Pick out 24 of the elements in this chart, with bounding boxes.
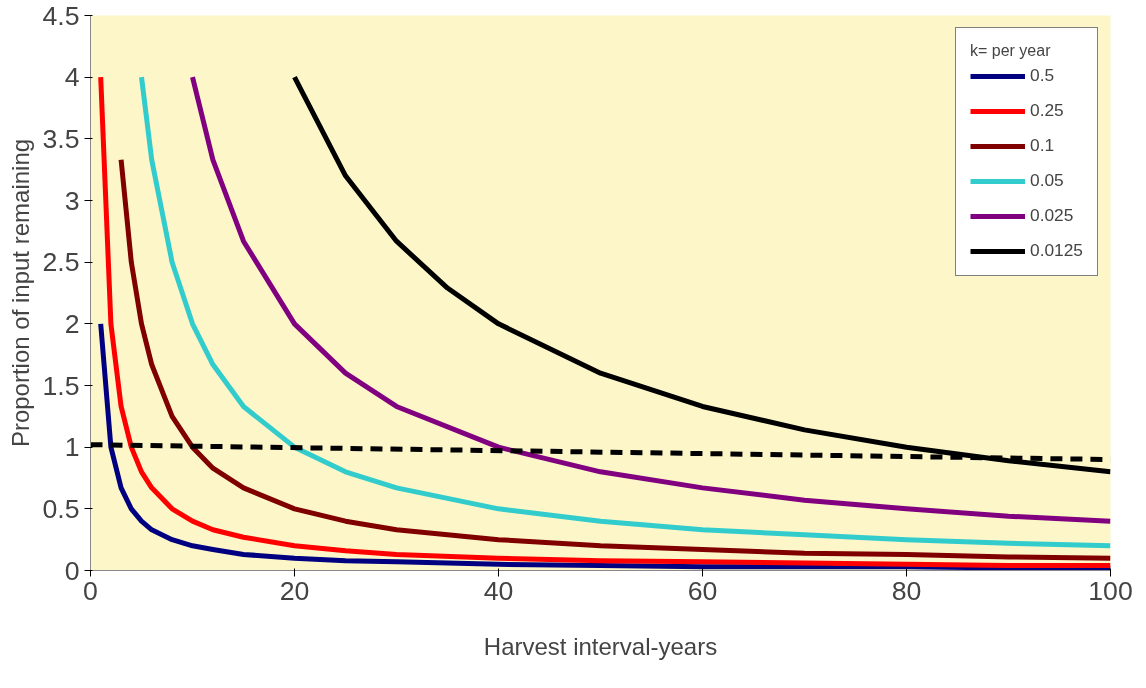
y-tick-label: 4.5 — [42, 0, 80, 31]
y-tick-label: 3 — [64, 185, 80, 216]
legend-label: 0.05 — [1030, 170, 1064, 191]
y-tick-label: 3.5 — [42, 123, 80, 154]
y-tick-label: 1.5 — [42, 370, 80, 401]
legend-title: k= per year — [970, 42, 1052, 60]
y-tick-label: 0.5 — [42, 493, 80, 524]
x-tick-label: 80 — [891, 575, 922, 606]
y-tick-label: 2.5 — [42, 247, 80, 278]
y-axis-title: Proportion of input remaining — [7, 138, 35, 448]
x-tick-label: 20 — [279, 575, 310, 606]
legend-label: 0.5 — [1030, 65, 1055, 86]
y-tick-label: 0 — [64, 555, 80, 586]
y-tick-label: 2 — [64, 308, 80, 339]
x-tick-label: 60 — [687, 575, 718, 606]
y-tick-label: 4 — [64, 62, 80, 93]
legend-label: 0.1 — [1030, 135, 1055, 156]
x-axis-title: Harvest interval-years — [483, 632, 718, 660]
legend-label: 0.025 — [1030, 205, 1074, 226]
legend-label: 0.0125 — [1030, 240, 1083, 261]
legend-label: 0.25 — [1030, 100, 1064, 121]
y-tick-label: 1 — [64, 432, 80, 463]
x-tick-label: 100 — [1088, 575, 1133, 606]
x-tick-label: 40 — [483, 575, 514, 606]
